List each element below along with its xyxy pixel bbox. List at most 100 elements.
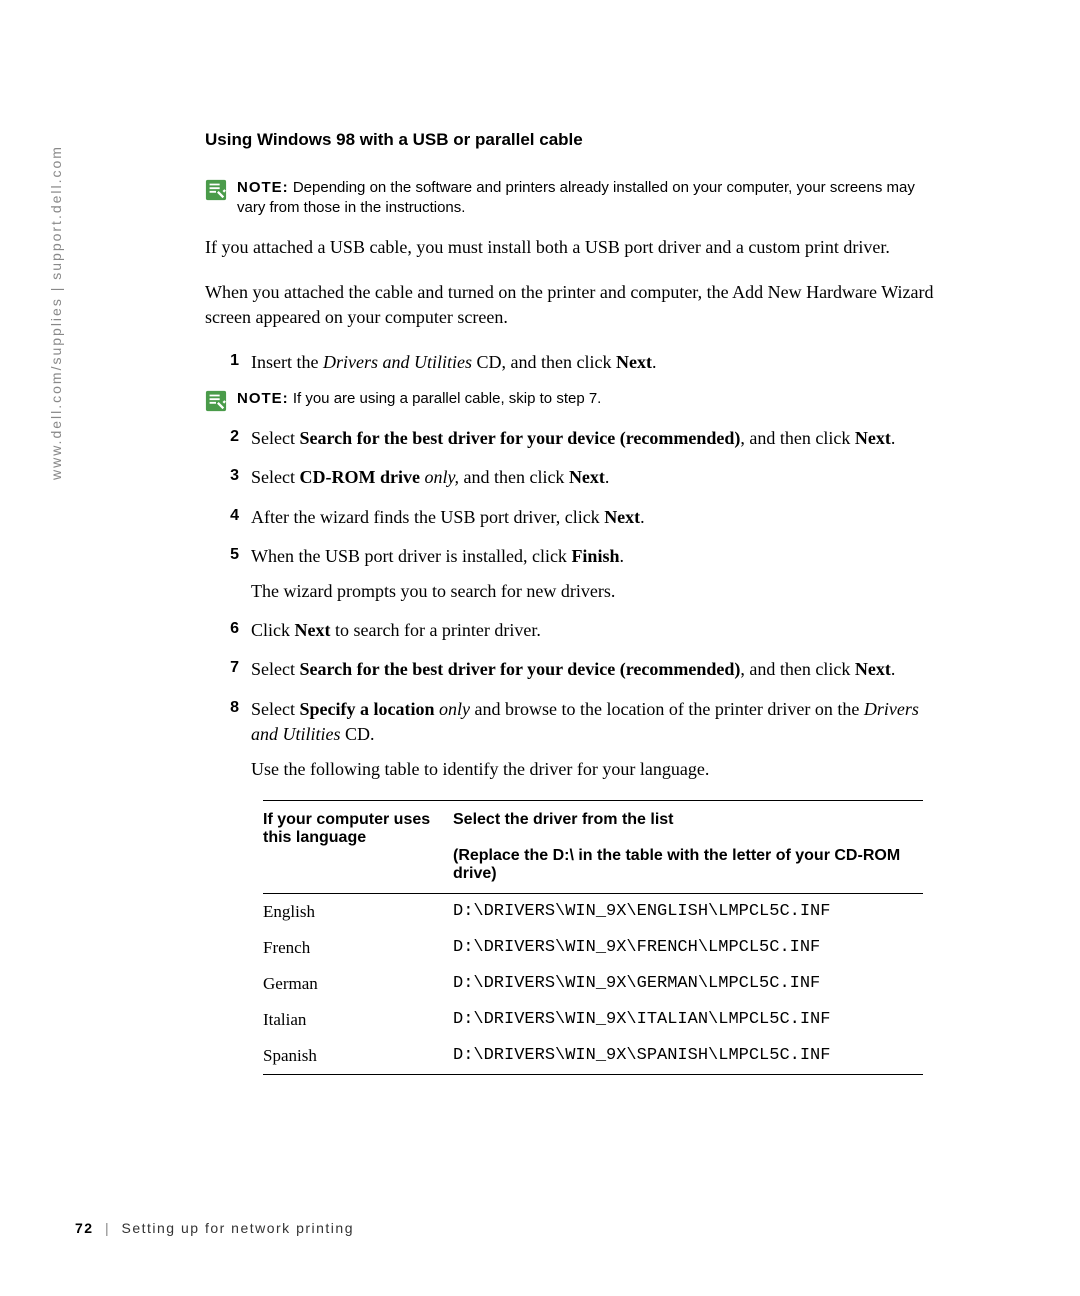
col2-header-sub: (Replace the D:\ in the table with the l… bbox=[453, 847, 915, 883]
lang-cell: French bbox=[263, 930, 453, 966]
sidebar-url: www.dell.com/supplies | support.dell.com bbox=[48, 145, 64, 480]
step-2: 2 Select Search for the best driver for … bbox=[225, 426, 945, 451]
step-3: 3 Select CD-ROM drive only, and then cli… bbox=[225, 465, 945, 490]
t: CD, and then click bbox=[472, 352, 616, 372]
step-sub: The wizard prompts you to search for new… bbox=[251, 579, 945, 604]
page-number: 72 bbox=[75, 1220, 94, 1236]
table-header-row: If your computer uses this language Sele… bbox=[263, 801, 923, 894]
t: , and then click bbox=[740, 428, 854, 448]
t: Next bbox=[604, 507, 640, 527]
t: Select bbox=[251, 428, 299, 448]
t: CD. bbox=[341, 724, 375, 744]
t: CD-ROM drive bbox=[299, 467, 419, 487]
para-2: When you attached the cable and turned o… bbox=[205, 280, 945, 330]
step-4: 4 After the wizard finds the USB port dr… bbox=[225, 505, 945, 530]
t: Drivers and Utilities bbox=[323, 352, 472, 372]
col2-header-main: Select the driver from the list bbox=[453, 811, 674, 828]
footer-separator: | bbox=[105, 1220, 110, 1236]
driver-table: If your computer uses this language Sele… bbox=[263, 800, 923, 1075]
t: After the wizard finds the USB port driv… bbox=[251, 507, 604, 527]
step-6: 6 Click Next to search for a printer dri… bbox=[225, 618, 945, 643]
step-7: 7 Select Search for the best driver for … bbox=[225, 657, 945, 682]
page-footer: 72 | Setting up for network printing bbox=[75, 1220, 354, 1236]
t: only, bbox=[420, 467, 459, 487]
note-text-2: NOTE: If you are using a parallel cable,… bbox=[237, 389, 601, 409]
t: Next bbox=[569, 467, 605, 487]
t: Finish bbox=[571, 546, 619, 566]
step-body: Select Specify a location only and brows… bbox=[251, 697, 945, 783]
step-num: 4 bbox=[225, 505, 251, 530]
path-cell: D:\DRIVERS\WIN_9X\FRENCH\LMPCL5C.INF bbox=[453, 930, 923, 966]
note-body: Depending on the software and printers a… bbox=[237, 179, 915, 216]
t: Click bbox=[251, 620, 295, 640]
step-num: 2 bbox=[225, 426, 251, 451]
t: Specify a location bbox=[299, 699, 434, 719]
step-body: After the wizard finds the USB port driv… bbox=[251, 505, 945, 530]
path-cell: D:\DRIVERS\WIN_9X\ITALIAN\LMPCL5C.INF bbox=[453, 1002, 923, 1038]
step-num: 1 bbox=[225, 350, 251, 375]
path-cell: D:\DRIVERS\WIN_9X\ENGLISH\LMPCL5C.INF bbox=[453, 894, 923, 931]
step-num: 5 bbox=[225, 544, 251, 604]
step-body: Select Search for the best driver for yo… bbox=[251, 426, 945, 451]
numbered-list-cont: 2 Select Search for the best driver for … bbox=[225, 426, 945, 782]
t: . bbox=[619, 546, 624, 566]
table-row: Spanish D:\DRIVERS\WIN_9X\SPANISH\LMPCL5… bbox=[263, 1038, 923, 1075]
note-body: If you are using a parallel cable, skip … bbox=[289, 390, 602, 407]
t: Select bbox=[251, 467, 299, 487]
t: Next bbox=[295, 620, 331, 640]
step-num: 6 bbox=[225, 618, 251, 643]
para-1: If you attached a USB cable, you must in… bbox=[205, 235, 945, 260]
lang-cell: Spanish bbox=[263, 1038, 453, 1075]
lang-cell: Italian bbox=[263, 1002, 453, 1038]
note-text-1: NOTE: Depending on the software and prin… bbox=[237, 178, 945, 219]
t: Select bbox=[251, 699, 299, 719]
t: , and then click bbox=[740, 659, 854, 679]
t: . bbox=[605, 467, 610, 487]
t: . bbox=[891, 428, 896, 448]
t: Next bbox=[855, 428, 891, 448]
note-block-2: NOTE: If you are using a parallel cable,… bbox=[205, 389, 945, 412]
step-num: 8 bbox=[225, 697, 251, 783]
t: . bbox=[891, 659, 896, 679]
path-cell: D:\DRIVERS\WIN_9X\GERMAN\LMPCL5C.INF bbox=[453, 966, 923, 1002]
step-8: 8 Select Specify a location only and bro… bbox=[225, 697, 945, 783]
col2-header: Select the driver from the list (Replace… bbox=[453, 801, 923, 894]
section-heading: Using Windows 98 with a USB or parallel … bbox=[205, 130, 945, 150]
t: Insert the bbox=[251, 352, 323, 372]
note-label: NOTE: bbox=[237, 390, 289, 407]
col1-header: If your computer uses this language bbox=[263, 801, 453, 894]
step-body: Select Search for the best driver for yo… bbox=[251, 657, 945, 682]
t: to search for a printer driver. bbox=[330, 620, 540, 640]
t: When the USB port driver is installed, c… bbox=[251, 546, 571, 566]
step-body: Insert the Drivers and Utilities CD, and… bbox=[251, 350, 945, 375]
step-body: Select CD-ROM drive only, and then click… bbox=[251, 465, 945, 490]
note-icon bbox=[205, 390, 227, 412]
table-row: English D:\DRIVERS\WIN_9X\ENGLISH\LMPCL5… bbox=[263, 894, 923, 931]
note-icon bbox=[205, 179, 227, 201]
step-num: 7 bbox=[225, 657, 251, 682]
note-block-1: NOTE: Depending on the software and prin… bbox=[205, 178, 945, 219]
table-row: Italian D:\DRIVERS\WIN_9X\ITALIAN\LMPCL5… bbox=[263, 1002, 923, 1038]
step-body: When the USB port driver is installed, c… bbox=[251, 544, 945, 604]
t: . bbox=[652, 352, 657, 372]
step-body: Click Next to search for a printer drive… bbox=[251, 618, 945, 643]
step-num: 3 bbox=[225, 465, 251, 490]
table-row: French D:\DRIVERS\WIN_9X\FRENCH\LMPCL5C.… bbox=[263, 930, 923, 966]
t: . bbox=[640, 507, 645, 527]
page-content: Using Windows 98 with a USB or parallel … bbox=[205, 130, 945, 1075]
t: Next bbox=[616, 352, 652, 372]
t: Next bbox=[855, 659, 891, 679]
lang-cell: English bbox=[263, 894, 453, 931]
table-row: German D:\DRIVERS\WIN_9X\GERMAN\LMPCL5C.… bbox=[263, 966, 923, 1002]
numbered-list: 1 Insert the Drivers and Utilities CD, a… bbox=[225, 350, 945, 375]
step-1: 1 Insert the Drivers and Utilities CD, a… bbox=[225, 350, 945, 375]
t: Search for the best driver for your devi… bbox=[299, 428, 740, 448]
path-cell: D:\DRIVERS\WIN_9X\SPANISH\LMPCL5C.INF bbox=[453, 1038, 923, 1075]
t: Select bbox=[251, 659, 299, 679]
t: and then click bbox=[459, 467, 569, 487]
t: and browse to the location of the printe… bbox=[470, 699, 864, 719]
step-sub: Use the following table to identify the … bbox=[251, 757, 945, 782]
t: Search for the best driver for your devi… bbox=[299, 659, 740, 679]
footer-section: Setting up for network printing bbox=[122, 1220, 355, 1236]
note-label: NOTE: bbox=[237, 179, 289, 196]
